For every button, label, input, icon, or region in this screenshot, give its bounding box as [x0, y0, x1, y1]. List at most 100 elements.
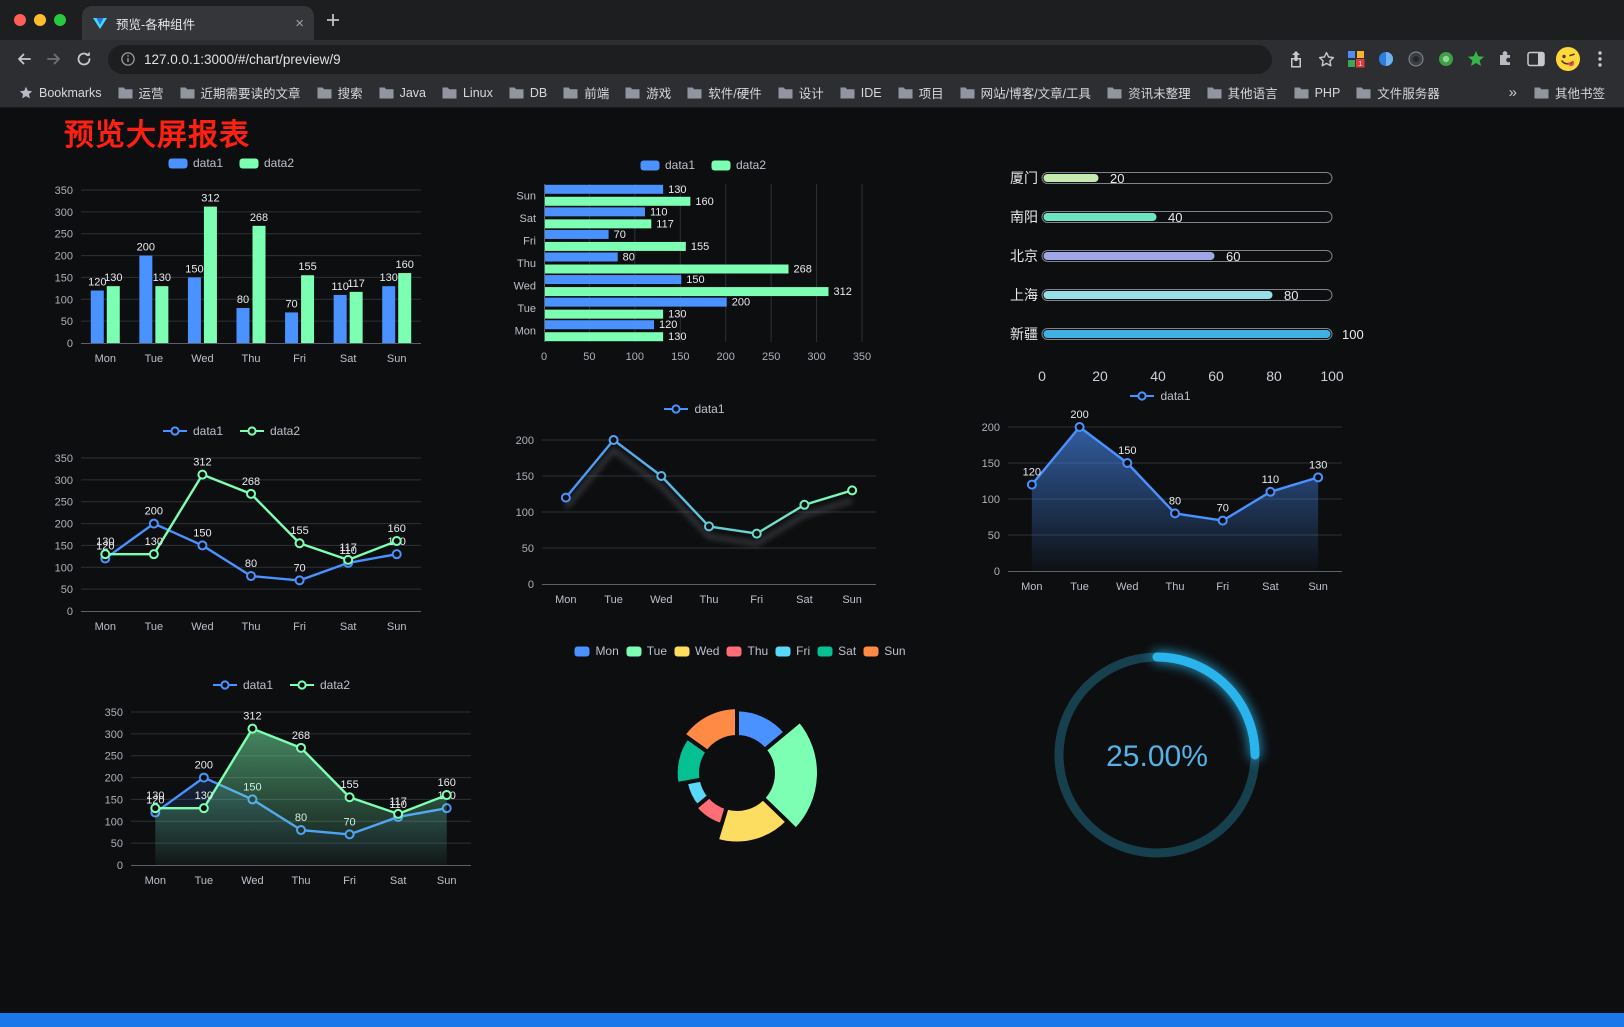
- chart-canvas-bar-vertical[interactable]: 0 50 100 150 200 250 300 350 Mon Tue Wed Thu Fri Sat S…: [26, 174, 436, 379]
- svg-text:50: 50: [583, 351, 595, 363]
- minimize-window-icon[interactable]: [34, 14, 46, 26]
- bookmark-folder-item[interactable]: 资讯未整理: [1100, 80, 1198, 105]
- svg-text:40: 40: [1150, 368, 1166, 384]
- bookmark-folder-item[interactable]: Linux: [435, 83, 500, 103]
- svg-text:100: 100: [626, 351, 644, 363]
- forward-icon[interactable]: [40, 45, 68, 73]
- legend-item-data2[interactable]: data2: [239, 424, 300, 438]
- legend-item-Thu[interactable]: Thu: [726, 644, 768, 658]
- side-panel-icon[interactable]: [1522, 45, 1550, 73]
- chart-canvas-rose-pie[interactable]: [540, 662, 940, 882]
- close-window-icon[interactable]: [14, 14, 26, 26]
- browser-tab[interactable]: 预览-各种组件 ×: [82, 6, 314, 40]
- legend-item-Mon[interactable]: Mon: [574, 644, 619, 658]
- bookmarks-overflow-chevron[interactable]: »: [1508, 84, 1517, 101]
- reload-icon[interactable]: [70, 45, 98, 73]
- charts-area: data1 data2 0 50 100 150 200 250 300 350 Mon Tue Wed…: [0, 108, 1624, 1027]
- other-bookmarks-folder[interactable]: 其他书签: [1527, 80, 1612, 105]
- svg-text:80: 80: [623, 252, 635, 264]
- bookmark-folder-item[interactable]: 项目: [891, 80, 951, 105]
- chart-canvas-progress-bars[interactable]: 厦门 20 南阳 40 北京 60 上海 80 新疆 100 0 20 40 60 80 100: [986, 152, 1384, 387]
- page-info-icon[interactable]: [121, 52, 135, 66]
- bookmark-folder-item[interactable]: 游戏: [618, 80, 678, 105]
- legend-item-data1[interactable]: data1: [1129, 389, 1191, 403]
- svg-text:Sat: Sat: [1262, 581, 1279, 593]
- chart-canvas-line-gradient[interactable]: 0 50 100 150 200 Mon Tue Wed Thu Fri Sat Sun: [494, 420, 894, 620]
- svg-text:Mon: Mon: [555, 594, 576, 606]
- menu-kebab-icon[interactable]: [1586, 45, 1614, 73]
- new-tab-icon[interactable]: [326, 13, 340, 27]
- legend-item-data2[interactable]: data2: [239, 156, 294, 170]
- bookmark-folder-item[interactable]: 近期需要读的文章: [173, 80, 308, 105]
- bookmark-folder-item[interactable]: 设计: [771, 80, 831, 105]
- tab-close-icon[interactable]: ×: [295, 14, 304, 32]
- legend-item-data1[interactable]: data1: [162, 424, 223, 438]
- chart-canvas-line-area[interactable]: 0 50 100 150 200 Mon Tue Wed Thu Fri Sat Sun 120 200 1…: [960, 407, 1360, 607]
- legend-item-data1[interactable]: data1: [640, 158, 695, 172]
- bookmark-folder-item[interactable]: 前端: [556, 80, 616, 105]
- svg-text:0: 0: [994, 566, 1000, 578]
- svg-text:Wed: Wed: [191, 353, 213, 365]
- chart-canvas-line-basic[interactable]: 0 50 100 150 200 250 300 350 Mon Tue Wed Thu Fri Sat S…: [26, 442, 436, 647]
- extension-grid-icon[interactable]: 1: [1342, 45, 1370, 73]
- svg-text:200: 200: [732, 297, 750, 309]
- svg-text:312: 312: [833, 286, 851, 298]
- svg-text:80: 80: [245, 558, 257, 570]
- chart-canvas-gauge-ring[interactable]: 25.00%: [1035, 633, 1279, 877]
- bookmark-folder-item[interactable]: PHP: [1287, 83, 1348, 103]
- svg-text:Fri: Fri: [293, 621, 306, 633]
- bookmark-folder-item[interactable]: 搜索: [310, 80, 370, 105]
- extension-blue-icon[interactable]: [1372, 45, 1400, 73]
- legend-item-Wed[interactable]: Wed: [674, 644, 719, 658]
- chart-bar-horizontal: data1 data2 0 50 100 150 200 250 300 350 Mon 120 130…: [498, 154, 908, 376]
- bookmark-folder-item[interactable]: 网站/博客/文章/工具: [953, 80, 1098, 105]
- chart-canvas-bar-horizontal[interactable]: 0 50 100 150 200 250 300 350Mon120130Tue200130W…: [498, 176, 908, 376]
- svg-text:80: 80: [1169, 495, 1181, 507]
- svg-text:100: 100: [516, 507, 534, 519]
- legend-item-Fri[interactable]: Fri: [775, 644, 810, 658]
- legend-item-data1[interactable]: data1: [663, 402, 725, 416]
- tab-strip: 预览-各种组件 ×: [0, 0, 1624, 40]
- folder-icon: [379, 87, 394, 99]
- bookmark-folder-item[interactable]: IDE: [833, 83, 889, 103]
- legend-item-Sat[interactable]: Sat: [817, 644, 856, 658]
- legend-item-Tue[interactable]: Tue: [626, 644, 667, 658]
- zoom-window-icon[interactable]: [54, 14, 66, 26]
- bookmark-folder-item[interactable]: 其他语言: [1200, 80, 1285, 105]
- svg-text:Tue: Tue: [145, 621, 164, 633]
- svg-text:200: 200: [55, 519, 73, 531]
- chart-legend: data1 data2: [26, 152, 436, 174]
- chart-canvas-line-double-area[interactable]: 0 50 100 150 200 250 300 350 Mon Tue Wed Thu Fri Sat S…: [76, 696, 486, 901]
- svg-text:Tue: Tue: [517, 303, 536, 315]
- chart-legend: data1: [960, 385, 1360, 407]
- bookmarks-apps-item[interactable]: Bookmarks: [12, 83, 109, 103]
- profile-avatar[interactable]: [1555, 46, 1581, 72]
- bookmark-folder-item[interactable]: Java: [372, 83, 433, 103]
- bookmark-star-icon[interactable]: [1312, 45, 1340, 73]
- extension-dark-icon[interactable]: [1402, 45, 1430, 73]
- svg-text:Sat: Sat: [796, 594, 813, 606]
- bookmarks-bar: Bookmarks 运营 近期需要读的文章 搜索 Java Linux DB 前端 游戏 软件/硬…: [0, 78, 1624, 108]
- extensions-puzzle-icon[interactable]: [1492, 45, 1520, 73]
- bookmark-folder-item[interactable]: 文件服务器: [1349, 80, 1447, 105]
- svg-text:70: 70: [614, 229, 626, 241]
- svg-text:70: 70: [293, 562, 305, 574]
- back-icon[interactable]: [10, 45, 38, 73]
- svg-text:厦门: 厦门: [1010, 170, 1038, 186]
- svg-text:130: 130: [668, 309, 686, 321]
- bookmark-folder-item[interactable]: 运营: [111, 80, 171, 105]
- svg-text:150: 150: [671, 351, 689, 363]
- legend-item-Sun[interactable]: Sun: [863, 644, 906, 658]
- address-bar[interactable]: 127.0.0.1:3000/#/chart/preview/9: [108, 44, 1272, 74]
- legend-item-data2[interactable]: data2: [711, 158, 766, 172]
- folder-icon: [898, 87, 913, 99]
- bookmark-folder-item[interactable]: DB: [502, 83, 554, 103]
- svg-text:Sun: Sun: [437, 875, 457, 887]
- extension-green-star-icon[interactable]: [1462, 45, 1490, 73]
- legend-item-data1[interactable]: data1: [212, 678, 273, 692]
- share-icon[interactable]: [1282, 45, 1310, 73]
- bookmark-folder-item[interactable]: 软件/硬件: [680, 80, 768, 105]
- extension-green-icon[interactable]: [1432, 45, 1460, 73]
- legend-item-data1[interactable]: data1: [168, 156, 223, 170]
- legend-item-data2[interactable]: data2: [289, 678, 350, 692]
